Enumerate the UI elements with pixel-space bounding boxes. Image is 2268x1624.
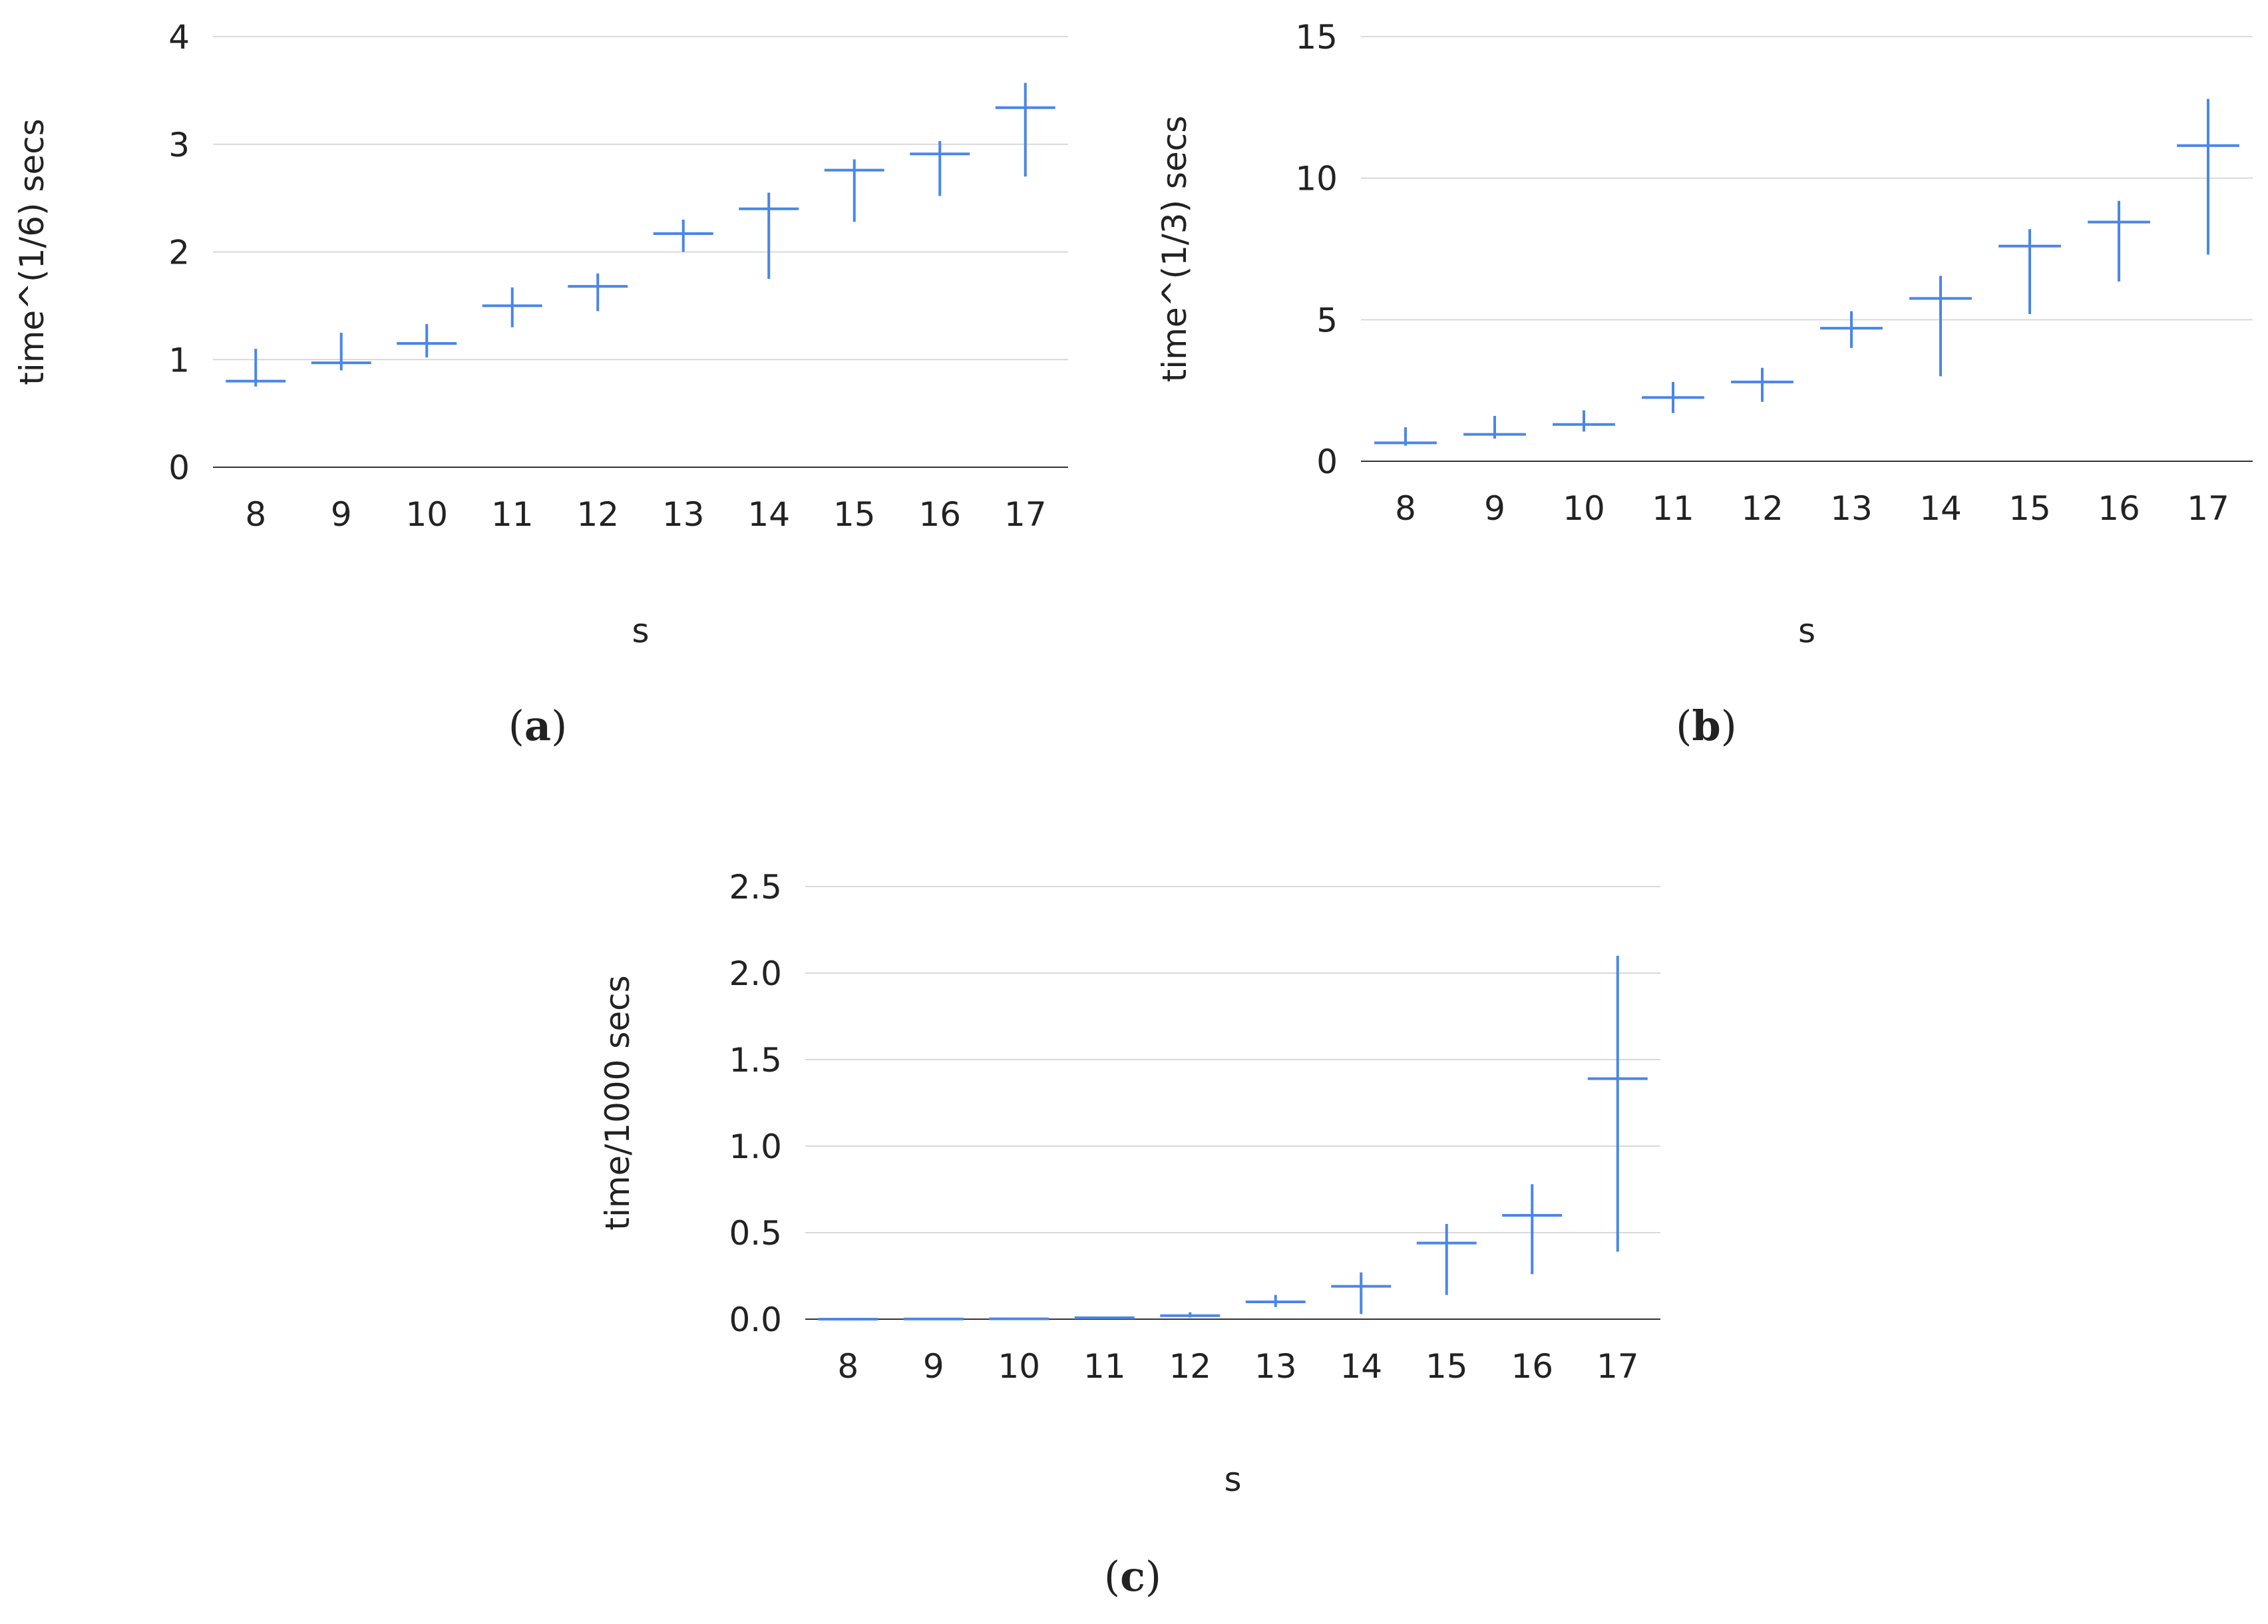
caption-letter: b <box>1692 702 1720 750</box>
x-axis-label: s <box>1224 1460 1241 1499</box>
x-tick-label: 16 <box>2098 489 2140 528</box>
y-tick-label: 2.5 <box>729 868 782 907</box>
x-tick-label: 9 <box>331 495 352 534</box>
x-axis-label: s <box>1798 612 1815 650</box>
y-tick-labels: 0.0 0.5 1.0 1.5 2.0 2.5 <box>729 868 782 1339</box>
grid-lines <box>213 36 1068 361</box>
y-tick-labels: 0 1 2 3 4 <box>168 18 190 487</box>
y-axis-label: time^(1/3) secs <box>1155 116 1194 383</box>
y-tick-labels: 0 5 10 15 <box>1295 18 1338 481</box>
chart-panel-b: 0 5 10 15 8 9 10 11 12 13 14 15 16 17 time^(1/3) sec… <box>1155 18 2253 750</box>
x-tick-label: 12 <box>1169 1347 1211 1386</box>
y-tick-label: 15 <box>1295 18 1338 57</box>
data-marks <box>226 83 1055 387</box>
x-tick-label: 15 <box>2008 489 2051 528</box>
x-tick-label: 11 <box>491 495 534 534</box>
x-tick-label: 12 <box>1741 489 1784 528</box>
data-marks <box>818 956 1648 1320</box>
x-tick-label: 8 <box>1395 489 1416 528</box>
y-axis-label: time^(1/6) secs <box>13 118 51 385</box>
x-tick-label: 10 <box>998 1347 1040 1386</box>
x-tick-label: 11 <box>1652 489 1694 528</box>
x-tick-label: 10 <box>405 495 448 534</box>
y-tick-label: 5 <box>1316 301 1338 339</box>
x-tick-label: 14 <box>747 495 790 534</box>
x-tick-label: 14 <box>1919 489 1962 528</box>
grid-lines <box>805 886 1660 1233</box>
panel-caption-c: (c) <box>1104 1552 1161 1601</box>
x-tick-labels: 8 9 10 11 12 13 14 15 16 17 <box>837 1347 1638 1386</box>
chart-panel-c: 0.0 0.5 1.0 1.5 2.0 2.5 8 9 10 11 12 13 14 15 16 17 ti… <box>598 868 1660 1601</box>
x-tick-label: 8 <box>837 1347 858 1386</box>
x-tick-label: 8 <box>245 495 266 534</box>
x-tick-label: 10 <box>1563 489 1605 528</box>
caption-letter: c <box>1120 1552 1145 1601</box>
caption-letter: a <box>524 702 551 750</box>
data-marks <box>1374 99 2239 446</box>
x-tick-label: 16 <box>918 495 961 534</box>
y-tick-label: 0.0 <box>729 1301 782 1339</box>
x-tick-labels: 8 9 10 11 12 13 14 15 16 17 <box>1395 489 2229 528</box>
x-tick-label: 12 <box>576 495 619 534</box>
x-tick-label: 13 <box>662 495 705 534</box>
y-axis-label: time/1000 secs <box>598 975 637 1230</box>
y-tick-label: 1.5 <box>729 1041 782 1080</box>
y-tick-label: 10 <box>1295 160 1338 198</box>
x-tick-label: 13 <box>1830 489 1873 528</box>
panel-caption-b: (b) <box>1676 702 1737 750</box>
x-tick-label: 16 <box>1511 1347 1553 1386</box>
x-tick-label: 15 <box>833 495 876 534</box>
y-tick-label: 1 <box>168 341 190 379</box>
x-tick-label: 17 <box>1004 495 1047 534</box>
x-tick-label: 13 <box>1254 1347 1297 1386</box>
x-tick-labels: 8 9 10 11 12 13 14 15 16 17 <box>245 495 1046 534</box>
x-tick-label: 9 <box>923 1347 944 1386</box>
x-tick-label: 17 <box>2187 489 2229 528</box>
y-tick-label: 2.0 <box>729 954 782 993</box>
y-tick-label: 2 <box>168 234 190 272</box>
grid-lines <box>1361 36 2253 321</box>
x-axis-label: s <box>632 612 649 650</box>
x-tick-label: 9 <box>1484 489 1505 528</box>
y-tick-label: 0 <box>1316 443 1338 481</box>
y-tick-label: 0 <box>168 449 190 487</box>
x-tick-label: 11 <box>1083 1347 1126 1386</box>
panel-caption-a: (a) <box>508 702 568 750</box>
y-tick-label: 4 <box>168 18 190 57</box>
y-tick-label: 0.5 <box>729 1214 782 1253</box>
x-tick-label: 15 <box>1425 1347 1468 1386</box>
x-tick-label: 14 <box>1340 1347 1382 1386</box>
y-tick-label: 3 <box>168 126 190 164</box>
x-tick-label: 17 <box>1597 1347 1639 1386</box>
y-tick-label: 1.0 <box>729 1127 782 1166</box>
